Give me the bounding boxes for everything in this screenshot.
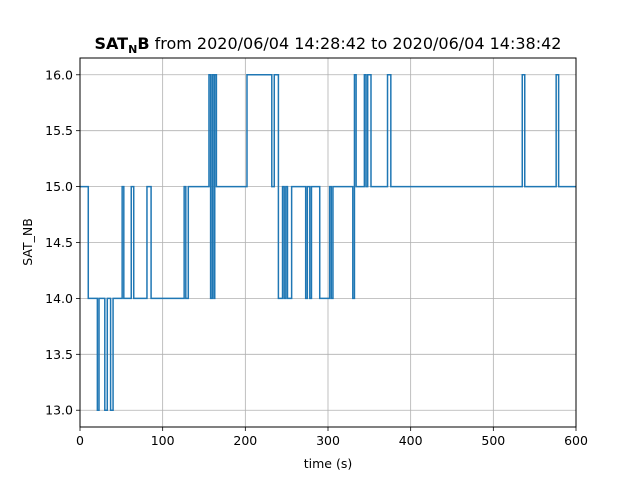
- x-axis-label: time (s): [304, 456, 352, 471]
- chart-title: SATNB from 2020/06/04 14:28:42 to 2020/0…: [95, 34, 562, 56]
- y-tick-label: 13.5: [45, 347, 73, 362]
- series-layer: [80, 74, 576, 411]
- title-bold-tail: B: [137, 34, 149, 53]
- series-line: [80, 74, 576, 411]
- x-tick-label: 400: [399, 433, 423, 448]
- x-tick-label: 200: [233, 433, 257, 448]
- y-tick-label: 15.5: [45, 123, 73, 138]
- x-tick-label: 0: [76, 433, 84, 448]
- y-tick-label: 13.0: [45, 403, 73, 418]
- x-tick-label: 500: [481, 433, 505, 448]
- y-ticks: 13.0 13.5 14.0 14.5 15.0 15.5 16.0: [45, 67, 80, 418]
- x-tick-label: 100: [151, 433, 175, 448]
- x-tick-label: 300: [316, 433, 340, 448]
- title-rest: from 2020/06/04 14:28:42 to 2020/06/04 1…: [150, 34, 562, 53]
- title-subscript: N: [128, 43, 137, 56]
- x-ticks: 0 100 200 300 400 500 600: [76, 427, 588, 448]
- y-tick-label: 14.5: [45, 235, 73, 250]
- y-tick-label: 15.0: [45, 179, 73, 194]
- y-tick-label: 16.0: [45, 67, 73, 82]
- title-bold: SAT: [95, 34, 129, 53]
- y-tick-label: 14.0: [45, 291, 73, 306]
- y-axis-label: SAT_NB: [20, 218, 35, 266]
- x-tick-label: 600: [564, 433, 588, 448]
